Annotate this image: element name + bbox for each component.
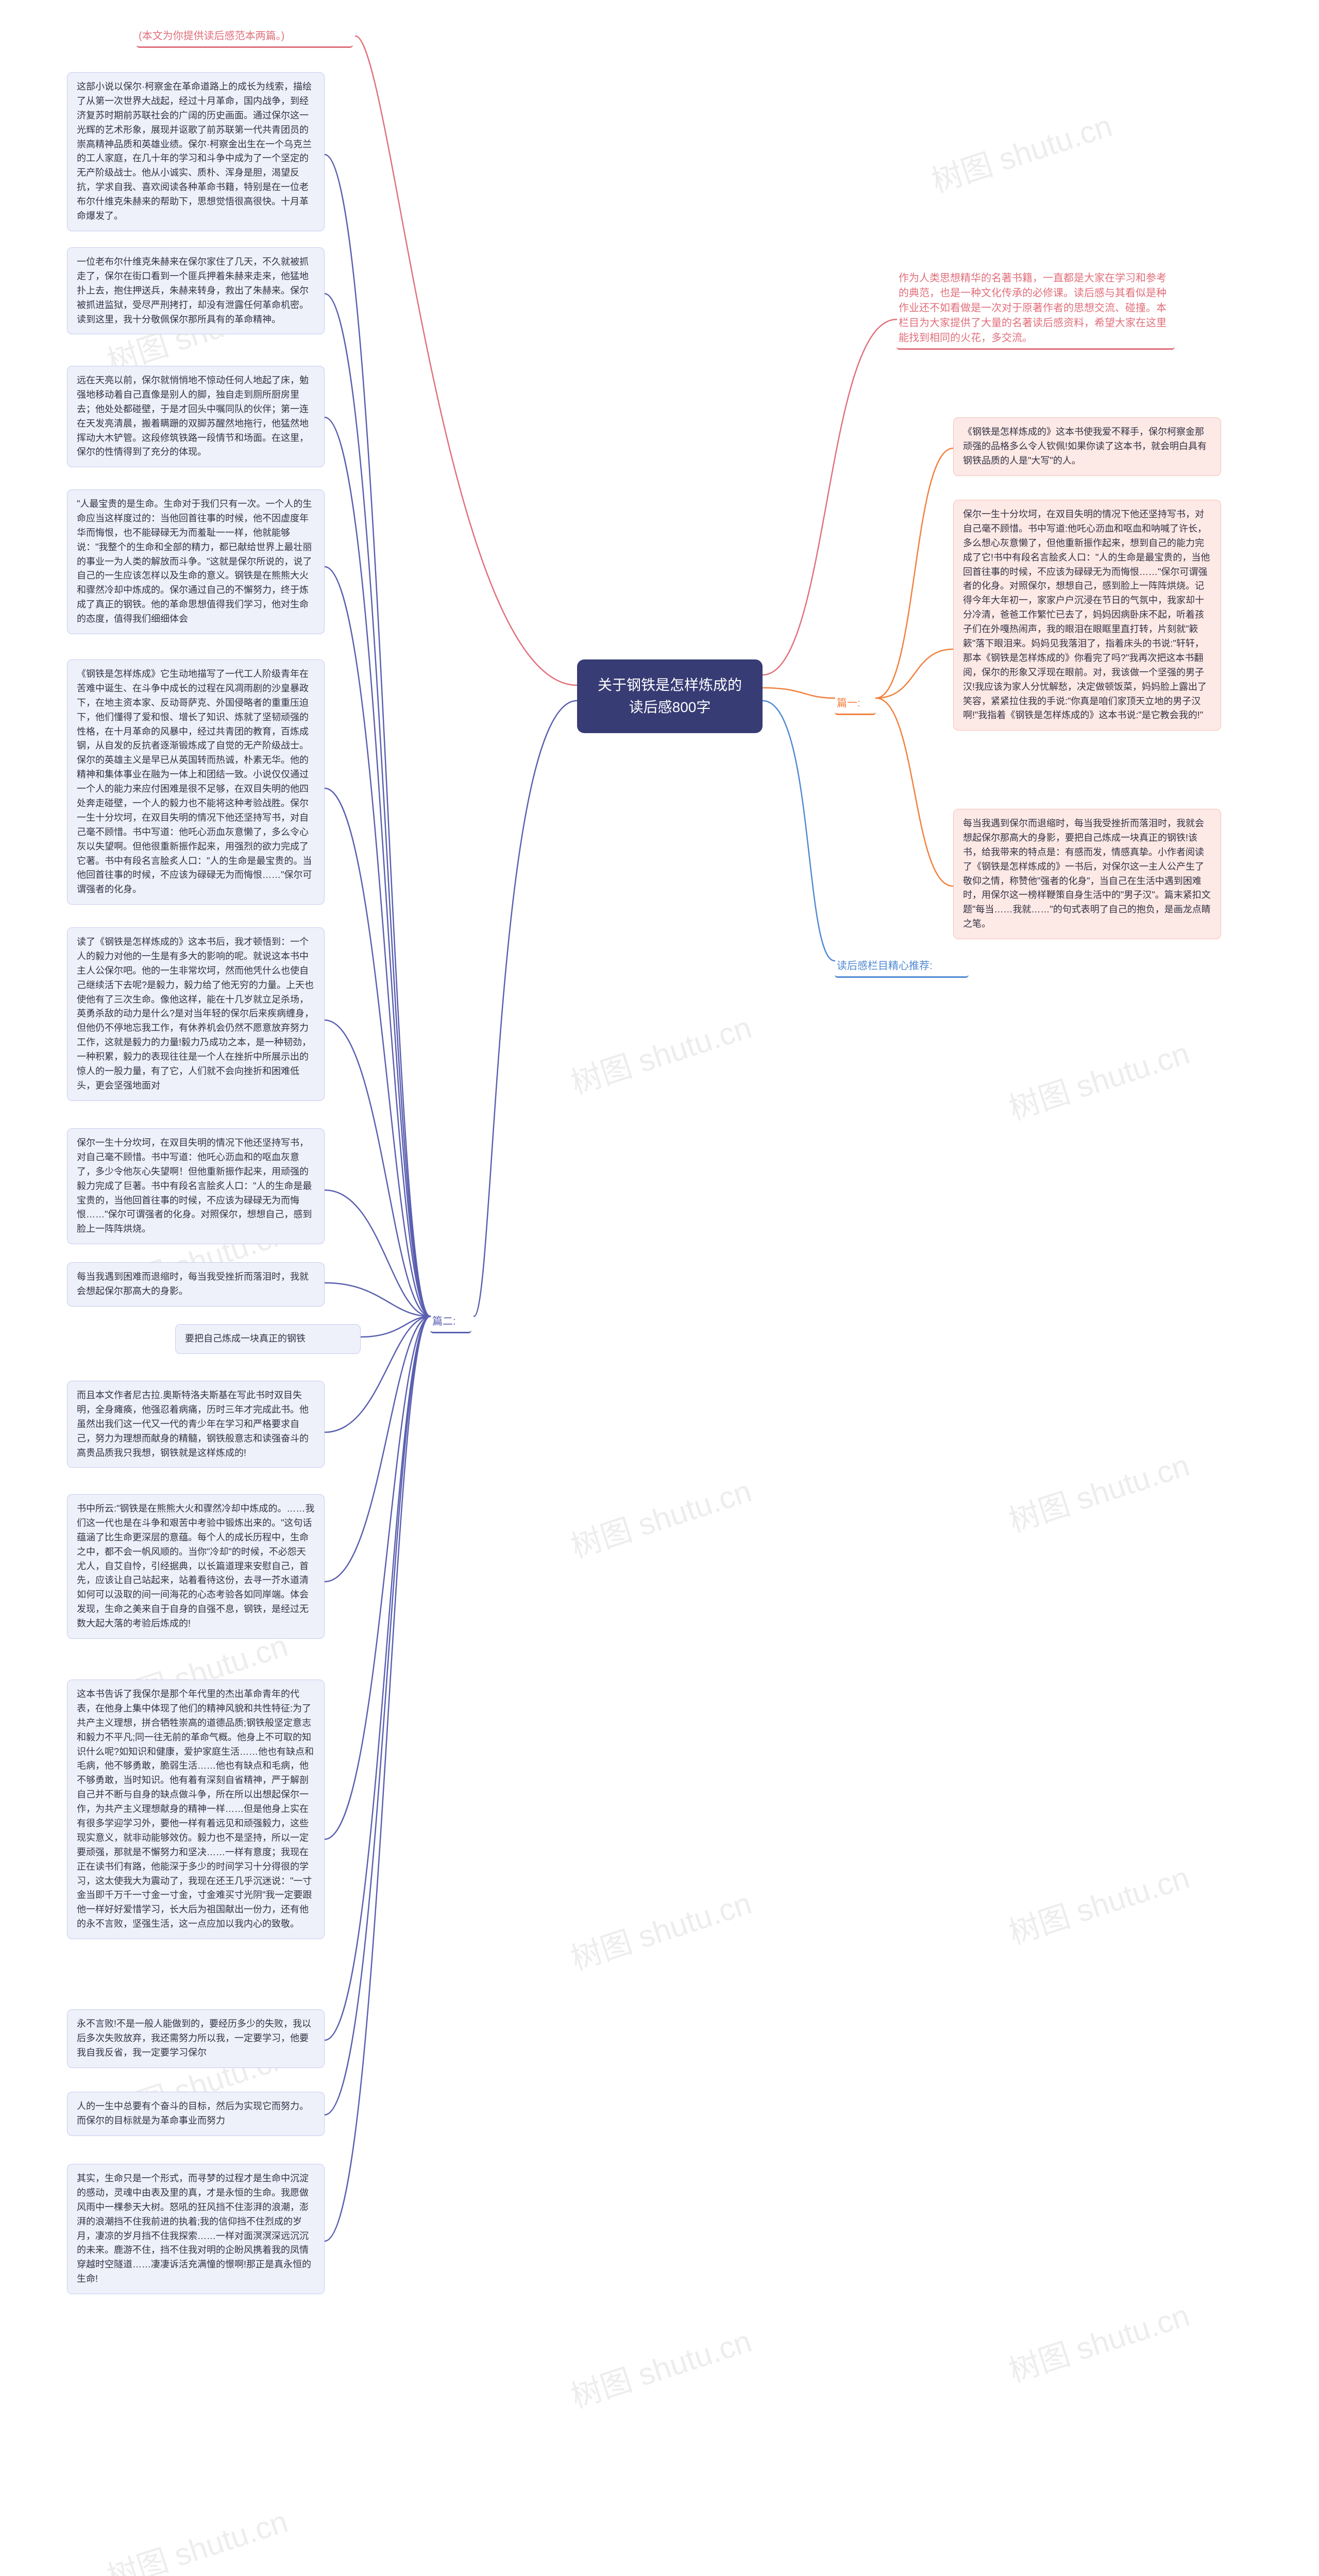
pian2_children-leaf: 人的一生中总要有个奋斗的目标，然后为实现它而努力。而保尔的目标就是为革命事业而努… — [67, 2092, 325, 2136]
pian2_children-leaf: 《钢铁是怎样炼成》它生动地描写了一代工人阶级青年在苦难中诞生、在斗争中成长的过程… — [67, 659, 325, 905]
mindmap-canvas: 树图 shutu.cn 树图 shutu.cn 树图 shutu.cn 树图 shut… — [0, 0, 1319, 2576]
pian2_children-leaf: 其实，生命只是一个形式，而寻梦的过程才是生命中沉淀的感动，灵魂中由表及里的真，才… — [67, 2164, 325, 2294]
watermark: 树图 shutu.cn — [564, 2316, 756, 2417]
pian2_children-leaf: "人最宝贵的是生命。生命对于我们只有一次。一个人的生命应当这样度过的：当他回首往… — [67, 489, 325, 634]
pian2_children-leaf: 保尔一生十分坎坷，在双目失明的情况下他还坚持写书，对自己毫不顾惜。书中写道：他吒… — [67, 1128, 325, 1244]
pian2_children-leaf: 而且本文作者尼古拉.奥斯特洛夫斯基在写此书时双目失明，全身瘫痪，他强忍着病痛，历… — [67, 1381, 325, 1468]
watermark: 树图 shutu.cn — [100, 2497, 293, 2576]
watermark: 树图 shutu.cn — [1002, 2291, 1194, 2391]
pian2_children-leaf: 这部小说以保尔·柯察金在革命道路上的成长为线索，描绘了从第一次世界大战起，经过十… — [67, 72, 325, 231]
branch-intro: (本文为你提供读后感范本两篇。) — [137, 23, 353, 48]
watermark: 树图 shutu.cn — [1002, 1028, 1194, 1129]
pian2_children-leaf: 这本书告诉了我保尔是那个年代里的杰出革命青年的代表，在他身上集中体现了他们的精神… — [67, 1680, 325, 1939]
pian1_children-leaf: 保尔一生十分坎坷，在双目失明的情况下他还坚持写书，对自己毫不顾惜。书中写道:他吒… — [953, 500, 1221, 731]
watermark: 树图 shutu.cn — [1002, 1853, 1194, 1953]
branch-rec: 读后感栏目精心推荐: — [835, 953, 969, 978]
pian2_children-leaf: 永不言败!不是一般人能做到的，要经历多少的失败，我以后多次失败放弃，我还需努力所… — [67, 2009, 325, 2068]
pian2_children-leaf: 要把自己炼成一块真正的钢铁 — [175, 1324, 361, 1354]
watermark: 树图 shutu.cn — [1002, 1440, 1194, 1541]
pian2_children-leaf: 读了《钢铁是怎样炼成的》这本书后，我才顿悟到：一个人的毅力对他的一生是有多大的影… — [67, 927, 325, 1101]
pian1_children-leaf: 《钢铁是怎样炼成的》这本书使我爱不释手，保尔柯察金那顽强的品格多么令人钦佩!如果… — [953, 417, 1221, 476]
pian1_children-leaf: 每当我遇到保尔而退缩时，每当我受挫折而落泪时，我就会想起保尔那高大的身影，要把自… — [953, 809, 1221, 939]
branch-context: 作为人类思想精华的名著书籍，一直都是大家在学习和参考的典范，也是一种文化传承的必… — [897, 265, 1175, 350]
watermark: 树图 shutu.cn — [564, 1466, 756, 1567]
branch-pian2: 篇二: — [430, 1309, 471, 1333]
pian2_children-leaf: 每当我遇到困难而退缩时，每当我受挫折而落泪时，我就会想起保尔那高大的身影。 — [67, 1262, 325, 1307]
watermark: 树图 shutu.cn — [925, 101, 1117, 201]
watermark: 树图 shutu.cn — [564, 1003, 756, 1103]
pian2_children-leaf: 远在天亮以前，保尔就悄悄地不惊动任何人地起了床，勉强地移动着自己直像是别人的脚，… — [67, 366, 325, 467]
pian2_children-leaf: 书中所云:"钢铁是在熊熊大火和骤然冷却中炼成的。……我们这一代也是在斗争和艰苦中… — [67, 1494, 325, 1639]
branch-pian1: 篇一: — [835, 690, 876, 715]
pian2_children-leaf: 一位老布尔什维克朱赫来在保尔家住了几天，不久就被抓走了，保尔在街口看到一个匪兵押… — [67, 247, 325, 334]
center-node: 关于钢铁是怎样炼成的读后感800字 — [577, 659, 763, 733]
watermark: 树图 shutu.cn — [564, 1878, 756, 1979]
